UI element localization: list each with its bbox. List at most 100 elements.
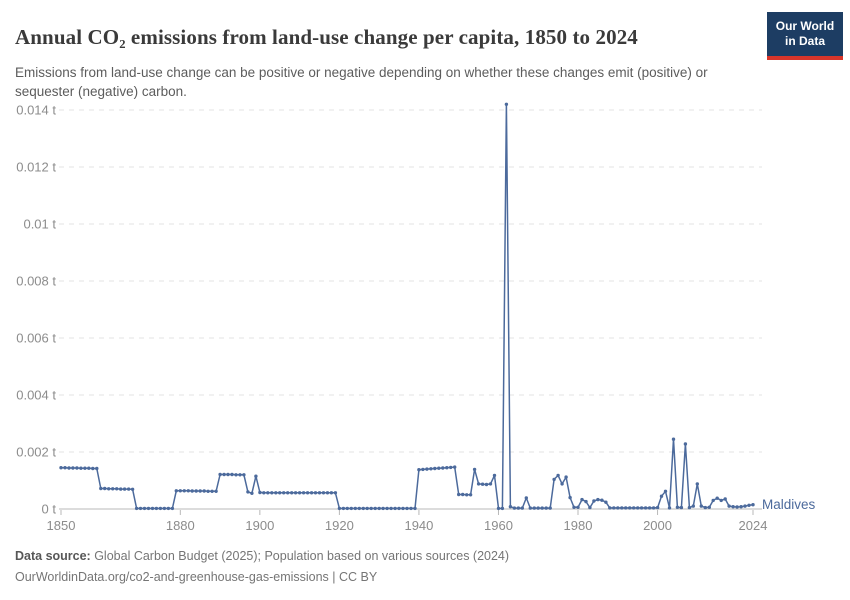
data-point[interactable] xyxy=(75,466,79,470)
data-point[interactable] xyxy=(341,506,346,511)
data-point[interactable] xyxy=(496,506,501,511)
data-point[interactable] xyxy=(405,506,409,511)
data-point[interactable] xyxy=(508,505,513,509)
data-point[interactable] xyxy=(500,506,505,511)
data-point[interactable] xyxy=(142,506,147,511)
data-point[interactable] xyxy=(258,490,262,495)
data-point[interactable] xyxy=(691,504,695,508)
data-point[interactable] xyxy=(409,506,413,511)
data-point[interactable] xyxy=(349,506,353,511)
data-point[interactable] xyxy=(166,506,171,511)
data-point[interactable] xyxy=(262,491,266,495)
data-point[interactable] xyxy=(651,506,656,510)
data-point[interactable] xyxy=(91,466,95,471)
data-point[interactable] xyxy=(620,506,624,510)
data-point[interactable] xyxy=(699,504,703,508)
data-point[interactable] xyxy=(512,506,517,510)
data-point[interactable] xyxy=(214,489,218,493)
data-point[interactable] xyxy=(723,497,727,501)
data-point[interactable] xyxy=(544,506,548,510)
data-point[interactable] xyxy=(751,503,755,507)
data-point[interactable] xyxy=(596,497,600,502)
data-point[interactable] xyxy=(715,496,719,500)
data-point[interactable] xyxy=(484,482,489,487)
data-point[interactable] xyxy=(234,473,238,477)
data-point[interactable] xyxy=(683,442,688,446)
data-point[interactable] xyxy=(520,506,524,510)
data-point[interactable] xyxy=(417,468,421,472)
data-point[interactable] xyxy=(301,491,306,495)
data-point[interactable] xyxy=(162,506,167,511)
data-point[interactable] xyxy=(536,506,540,510)
data-point[interactable] xyxy=(385,506,389,511)
data-point[interactable] xyxy=(266,491,270,495)
data-point[interactable] xyxy=(190,489,194,493)
data-point[interactable] xyxy=(134,506,139,511)
data-point[interactable] xyxy=(222,472,226,477)
data-point[interactable] xyxy=(226,472,230,477)
data-point[interactable] xyxy=(465,493,469,497)
data-point[interactable] xyxy=(556,473,560,478)
data-point[interactable] xyxy=(437,466,441,470)
data-point[interactable] xyxy=(99,486,103,491)
data-point[interactable] xyxy=(612,506,616,510)
data-point[interactable] xyxy=(381,506,385,511)
data-point[interactable] xyxy=(158,506,163,511)
data-point[interactable] xyxy=(695,482,699,486)
data-point[interactable] xyxy=(389,506,393,511)
data-point[interactable] xyxy=(628,506,632,510)
data-point[interactable] xyxy=(230,472,234,477)
data-point[interactable] xyxy=(174,489,178,493)
data-point[interactable] xyxy=(130,487,135,491)
data-point[interactable] xyxy=(297,491,302,495)
data-point[interactable] xyxy=(449,465,453,470)
data-point[interactable] xyxy=(138,506,143,511)
data-point[interactable] xyxy=(540,506,544,510)
data-point[interactable] xyxy=(309,491,314,495)
data-point[interactable] xyxy=(667,506,672,510)
data-point[interactable] xyxy=(445,466,449,470)
data-point[interactable] xyxy=(126,487,131,491)
data-point[interactable] xyxy=(524,496,528,500)
data-point[interactable] xyxy=(278,491,282,495)
data-point[interactable] xyxy=(361,506,365,511)
data-point[interactable] xyxy=(305,491,310,495)
data-point[interactable] xyxy=(425,467,429,471)
data-point[interactable] xyxy=(488,482,493,486)
data-point[interactable] xyxy=(95,466,99,471)
data-point[interactable] xyxy=(441,466,445,470)
data-point[interactable] xyxy=(146,506,151,511)
data-point[interactable] xyxy=(643,506,648,510)
data-point[interactable] xyxy=(743,504,747,508)
data-point[interactable] xyxy=(377,506,381,511)
data-point[interactable] xyxy=(317,491,322,495)
data-point[interactable] xyxy=(150,506,155,511)
data-point[interactable] xyxy=(548,506,552,510)
data-point[interactable] xyxy=(250,491,254,495)
data-point[interactable] xyxy=(516,506,521,510)
data-point[interactable] xyxy=(592,499,596,503)
data-point[interactable] xyxy=(532,506,536,510)
data-point[interactable] xyxy=(238,473,242,477)
data-point[interactable] xyxy=(636,506,640,510)
data-point[interactable] xyxy=(357,506,361,511)
data-point[interactable] xyxy=(270,491,274,495)
data-point[interactable] xyxy=(675,505,680,509)
data-point[interactable] xyxy=(457,492,461,497)
data-point[interactable] xyxy=(659,494,664,498)
data-point[interactable] xyxy=(313,491,318,495)
data-point[interactable] xyxy=(286,491,290,495)
data-point[interactable] xyxy=(369,506,373,511)
data-point[interactable] xyxy=(461,492,465,497)
data-point[interactable] xyxy=(528,506,532,510)
data-point[interactable] xyxy=(83,466,87,470)
data-point[interactable] xyxy=(413,506,417,511)
series-line[interactable] xyxy=(61,103,754,510)
data-point[interactable] xyxy=(63,466,67,470)
data-point[interactable] xyxy=(421,467,425,472)
data-point[interactable] xyxy=(647,506,652,510)
data-point[interactable] xyxy=(453,465,457,469)
data-point[interactable] xyxy=(616,506,620,510)
data-point[interactable] xyxy=(476,482,481,486)
data-point[interactable] xyxy=(687,505,692,510)
